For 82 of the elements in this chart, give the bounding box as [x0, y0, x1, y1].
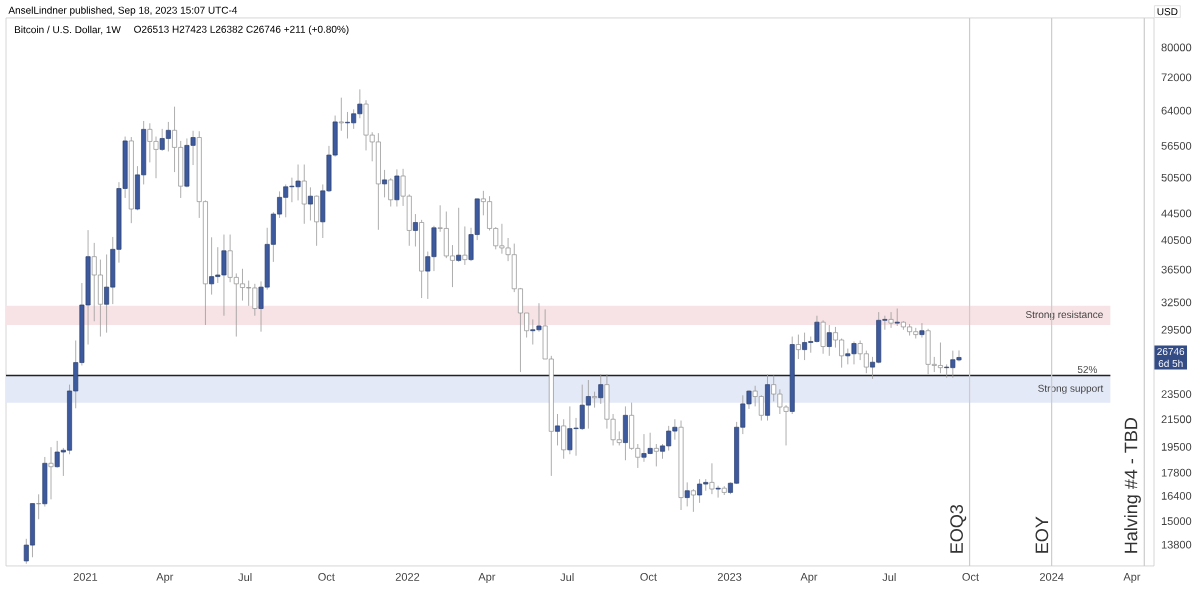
candlestick	[641, 433, 647, 463]
candlestick	[419, 219, 425, 299]
candlestick	[462, 226, 468, 266]
candlestick	[666, 425, 672, 451]
candlestick	[579, 384, 585, 429]
candlestick	[622, 405, 628, 461]
candlestick	[585, 379, 591, 430]
candlestick	[715, 485, 721, 498]
candlestick	[159, 128, 165, 152]
candlestick	[221, 234, 227, 317]
candlestick	[104, 254, 110, 334]
candlestick	[678, 420, 684, 511]
candlestick	[684, 482, 690, 507]
candlestick	[536, 302, 542, 333]
candlestick	[826, 324, 832, 357]
candlestick	[394, 168, 400, 207]
candlestick	[913, 327, 919, 339]
candlestick	[832, 326, 838, 348]
candlestick	[499, 223, 505, 255]
candlestick	[289, 177, 295, 203]
candlestick	[795, 334, 801, 360]
candlestick	[937, 342, 943, 374]
candlestick	[690, 488, 696, 513]
candlestick	[703, 478, 709, 492]
ref-line-label: EOY	[1035, 516, 1049, 553]
candlestick	[246, 280, 252, 307]
candlestick	[802, 332, 808, 361]
candlestick	[147, 122, 153, 163]
candlestick	[431, 225, 437, 272]
candlestick	[555, 413, 560, 446]
candlestick	[363, 99, 369, 151]
candlestick	[252, 283, 258, 317]
candlestick	[845, 348, 851, 365]
candlestick	[54, 440, 60, 468]
candlestick	[925, 328, 931, 375]
candlestick	[758, 396, 764, 421]
candlestick	[36, 493, 42, 520]
candlestick	[209, 236, 215, 296]
candlestick	[91, 242, 97, 322]
candlestick	[42, 456, 48, 507]
candlestick	[863, 350, 869, 374]
candlestick	[128, 136, 134, 224]
candlestick	[950, 350, 956, 379]
candlestick	[48, 446, 54, 500]
candlestick	[653, 443, 659, 467]
candlestick	[765, 373, 770, 421]
candlestick	[338, 97, 344, 132]
candlestick	[530, 319, 536, 345]
candlestick	[709, 462, 715, 495]
candlestick	[153, 136, 159, 179]
candlestick	[567, 405, 573, 455]
candlestick	[456, 207, 462, 261]
candlestick	[771, 375, 777, 402]
candlestick	[295, 164, 301, 201]
candlestick	[388, 177, 394, 207]
candlestick	[357, 88, 363, 119]
candlestick	[820, 319, 826, 355]
candlestick	[375, 132, 381, 231]
candlestick	[789, 336, 795, 415]
ref-line-label: EOQ3	[950, 504, 967, 553]
candlestick	[777, 388, 783, 415]
candlestick	[919, 322, 925, 338]
candlestick	[697, 478, 703, 504]
candlestick	[165, 121, 171, 152]
candlestick	[721, 485, 727, 496]
candlestick	[283, 184, 289, 218]
candlestick	[351, 108, 357, 130]
candlestick	[97, 259, 103, 337]
candlestick	[672, 418, 678, 441]
candlestick	[900, 321, 906, 331]
candlestick	[857, 340, 863, 361]
candlestick	[307, 186, 313, 221]
candlestick	[301, 164, 307, 225]
ref-line-label: Halving #4 - TBD	[1124, 418, 1141, 553]
candlestick	[412, 213, 418, 247]
candlestick	[598, 373, 604, 405]
candlestick	[382, 169, 388, 198]
candlestick	[851, 341, 857, 365]
candlestick	[894, 308, 900, 327]
candlestick	[592, 391, 598, 409]
candlestick	[907, 323, 913, 336]
candlestick	[888, 311, 894, 329]
